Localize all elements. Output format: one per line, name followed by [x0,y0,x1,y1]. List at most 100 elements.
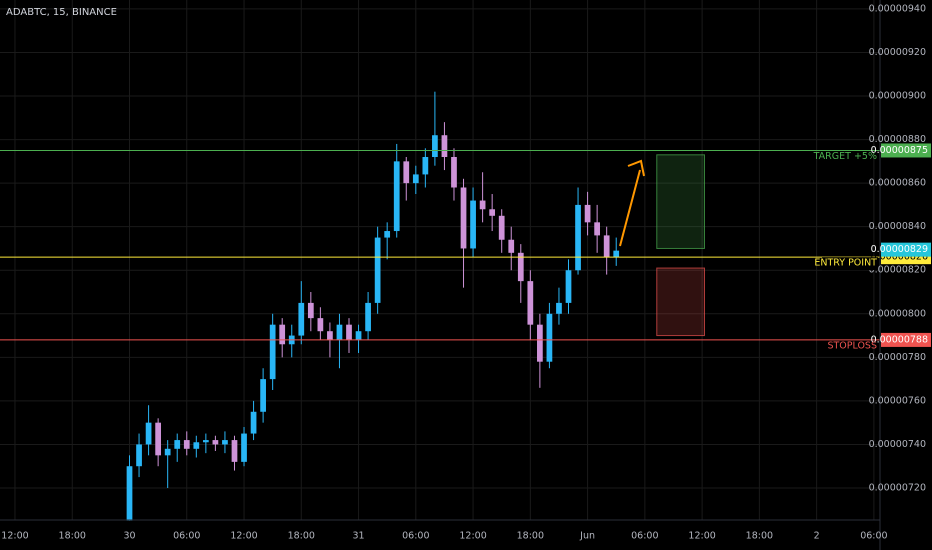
plot-area [0,91,880,521]
level-label: TARGET +5% [813,151,877,162]
candle-body [498,215,505,240]
candle-body [537,324,543,362]
x-tick-label: 18:00 [746,531,773,542]
candle-body [355,331,362,340]
x-tick-label: 06:00 [860,531,887,542]
candle-body [202,440,209,443]
last-price-label: 0.00000829 [871,244,928,255]
candle-body [164,448,171,456]
price-tag [881,143,931,158]
candle-body [403,161,410,184]
candle-body [508,239,515,253]
candle-body [298,302,305,336]
x-tick-label: 12:00 [1,531,28,542]
candle-body [432,135,438,158]
x-tick-label: 06:00 [173,531,200,542]
x-tick-label: 06:00 [402,531,429,542]
y-tick-label: 0.00000840 [869,221,926,232]
candle-body [222,440,228,445]
candle-body [365,302,371,332]
x-tick-label: 12:00 [688,531,715,542]
x-tick-label: 06:00 [631,531,658,542]
x-tick-label: 30 [123,531,135,542]
candle-body [594,222,600,236]
candle-body [412,174,419,184]
candle-body [183,440,190,449]
candle-body [126,466,133,521]
candle-body [422,157,429,175]
candle-body [575,204,581,271]
price-tag-label: 0.00000788 [871,334,928,345]
position-box [656,267,705,337]
candle-body [441,135,448,158]
y-tick-label: 0.00000860 [869,178,926,189]
y-tick-label: 0.00000740 [869,439,926,450]
y-tick-label: 0.00000780 [869,352,926,363]
candle-body [279,324,286,345]
candle-body [250,411,257,434]
candle-body [393,161,400,232]
last-price-tag [881,242,931,257]
arrow [619,169,641,247]
level-label: ENTRY POINT [814,258,877,269]
x-tick-label: Jun [579,531,595,542]
candle-body [269,324,276,380]
candle-body [307,302,314,319]
candle-body [517,252,524,282]
candle-body [613,250,620,258]
arrow-head [627,159,645,177]
candle-body [584,204,591,223]
candle-body [327,331,333,340]
x-tick-label: 18:00 [288,531,315,542]
price-tag [881,332,931,347]
candle-body [384,231,391,238]
y-tick-label: 0.00000760 [869,395,926,406]
candle-body [546,313,553,362]
x-tick-label: 2 [814,531,820,542]
position-box [656,154,705,249]
candle-body [374,237,381,303]
candle-body [174,440,181,449]
grid [0,0,880,520]
y-tick-label: 0.00000940 [869,3,926,14]
y-tick-label: 0.00000820 [869,265,926,276]
y-tick-label: 0.00000800 [869,308,926,319]
level-label-bg [822,257,878,271]
candle-body [603,235,610,258]
candle-body [470,200,476,249]
candle-body [145,422,152,445]
candle-body [336,324,343,340]
x-tick-label: 12:00 [459,531,486,542]
candle-body [451,157,457,188]
candle-body [260,379,266,412]
x-tick-label: 18:00 [59,531,86,542]
candle-body [565,270,572,303]
candle-body [556,302,562,314]
candle-body [527,281,534,325]
candle-body [193,442,200,449]
candle-body [479,200,486,210]
candle-body [231,440,238,462]
x-tick-label: 31 [352,531,364,542]
y-tick-label: 0.00000880 [869,134,926,145]
candle-body [155,422,161,456]
candle-body [489,209,496,216]
candle-body [346,324,352,340]
level-label: STOPLOSS [827,340,877,351]
candle-body [317,318,324,332]
candle-body [136,444,142,467]
candle-body [460,187,467,249]
y-tick-label: 0.00000900 [869,91,926,102]
y-tick-label: 0.00000920 [869,47,926,58]
candle-body [241,433,247,462]
y-tick-label: 0.00000720 [869,482,926,493]
x-tick-label: 12:00 [230,531,257,542]
candle-body [212,440,219,445]
chart-title: ADABTC, 15, BINANCE [6,7,117,18]
price-tag-label: 0.00000826 [871,252,928,263]
x-tick-label: 18:00 [517,531,544,542]
price-tag-label: 0.00000875 [871,145,928,156]
